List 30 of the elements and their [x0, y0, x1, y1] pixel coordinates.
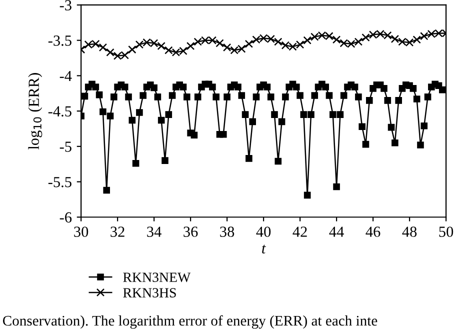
y-axis-title: log$_{10}$ (ERR) — [28, 73, 42, 150]
point — [244, 40, 254, 48]
x-tick-label: 46 — [366, 226, 380, 237]
y-tick-label: -5.5 — [48, 177, 72, 188]
point — [98, 43, 108, 52]
point — [186, 42, 195, 50]
x-tick-label: 50 — [439, 226, 454, 237]
point — [106, 48, 114, 56]
legend-label: RKN3HS — [123, 288, 176, 298]
x-tick-label: 36 — [184, 226, 198, 237]
x-tick-label: 32 — [110, 226, 124, 237]
legend-label: RKN3NEW — [123, 272, 191, 282]
x-tick-label: 44 — [329, 226, 344, 237]
y-tick-label: -3 — [60, 0, 72, 10]
y-tick-label: -3.5 — [48, 36, 72, 46]
point — [128, 45, 136, 54]
y-tick-label: -4.5 — [48, 106, 72, 117]
x-tick-label: 48 — [402, 226, 417, 237]
x-axis-title: t — [262, 244, 266, 254]
y-tick-label: -6 — [60, 212, 72, 223]
x-tick-label: 42 — [292, 226, 307, 237]
point — [303, 36, 312, 44]
point — [332, 36, 341, 44]
x-tick-label: 30 — [74, 226, 88, 237]
y-tick-label: -5 — [60, 142, 72, 152]
x-tick-label: 38 — [220, 226, 234, 237]
text: Conservation). The logarithm error of energy (ERR) at each inte — [2, 315, 378, 329]
y-tick-label: -4 — [60, 70, 72, 81]
x-tick-label: 40 — [256, 226, 271, 237]
x-tick-label: 34 — [147, 226, 162, 237]
